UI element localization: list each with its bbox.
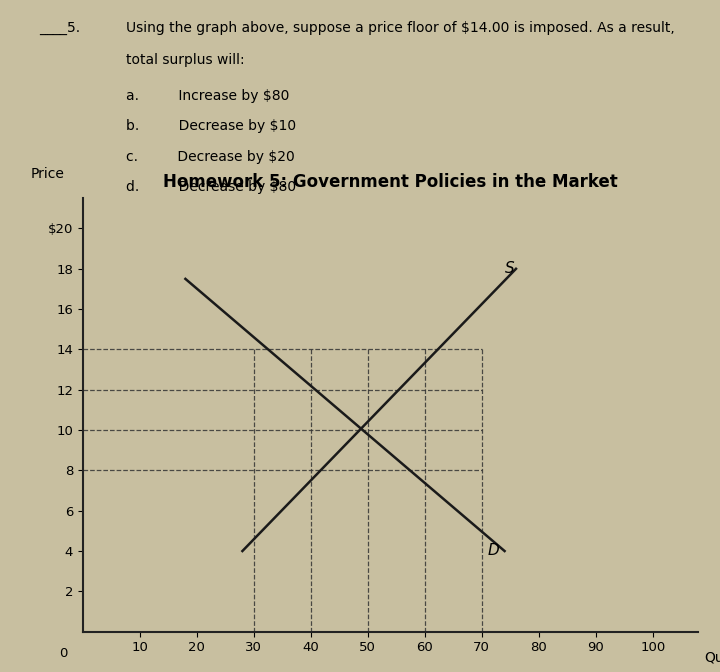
Text: 0: 0	[59, 647, 68, 660]
Text: Quantity: Quantity	[705, 651, 720, 665]
Text: Using the graph above, suppose a price floor of $14.00 is imposed. As a result,: Using the graph above, suppose a price f…	[126, 22, 675, 36]
Text: ____5.: ____5.	[40, 22, 81, 36]
Text: S: S	[505, 261, 514, 276]
Text: total surplus will:: total surplus will:	[126, 54, 245, 67]
Text: a.         Increase by $80: a. Increase by $80	[126, 89, 289, 103]
Text: D: D	[487, 543, 499, 558]
Text: Price: Price	[30, 167, 64, 181]
Text: c.         Decrease by $20: c. Decrease by $20	[126, 150, 294, 163]
Title: Homework 5: Government Policies in the Market: Homework 5: Government Policies in the M…	[163, 173, 618, 191]
Text: b.         Decrease by $10: b. Decrease by $10	[126, 120, 296, 133]
Text: d.         Decrease by $80: d. Decrease by $80	[126, 180, 296, 194]
